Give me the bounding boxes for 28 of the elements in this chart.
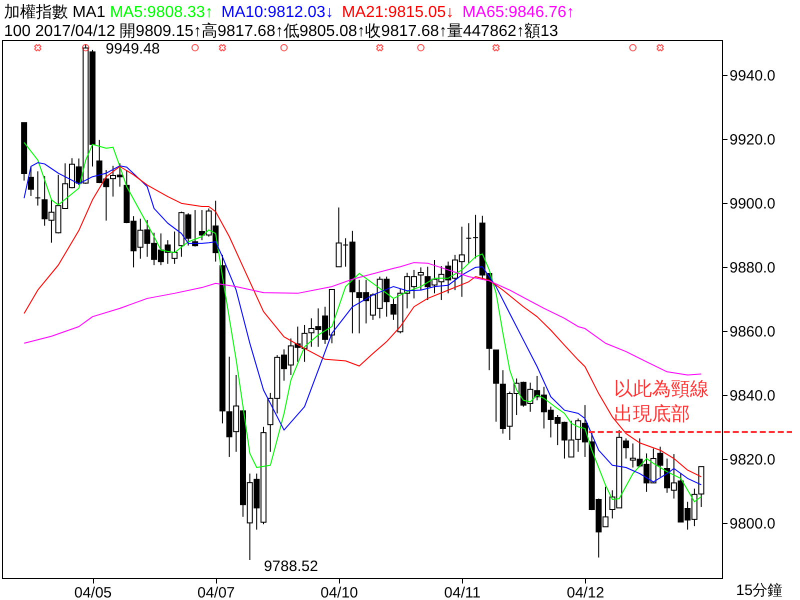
chart-title: 加權指數 MA1 [4, 3, 106, 21]
y-tick-label: 9940.0 [730, 67, 776, 84]
x-tick-label: 04/11 [444, 584, 481, 600]
y-tick-label: 9880.0 [730, 260, 776, 277]
x-tick-label: 04/12 [566, 584, 604, 600]
ref-line-label: 以此為頸線出現底部 [614, 378, 709, 425]
line-series [24, 262, 702, 376]
y-tick-label: 9840.0 [730, 388, 776, 405]
x-tick-label: 04/07 [197, 584, 235, 600]
x-axis-title: 15分鐘 [736, 582, 783, 599]
candlestick [34, 170, 41, 206]
x-tick-label: 04/10 [320, 584, 358, 600]
annotation: 9949.48 [106, 40, 160, 58]
candlestick [466, 222, 472, 264]
y-tick-label: 9900.0 [730, 196, 776, 212]
candlestick [28, 166, 34, 196]
text: MA10:9812.03↓ [221, 4, 334, 21]
chart-subtitle: 100 2017/04/12 開9809.15↑高9817.68↑低9805.08↑收9817.68↑量447862↑額13 [4, 22, 558, 40]
y-tick-label: 9800.0 [730, 516, 776, 533]
text: MA5:9808.33↑ [110, 4, 214, 21]
text: MA21:9815.05↓ [342, 4, 454, 21]
x-tick-label: 04/05 [74, 584, 112, 600]
y-tick-label: 9920.0 [730, 131, 776, 148]
y-tick-label: 9820.0 [730, 452, 776, 469]
y-tick-label: 9860.0 [730, 324, 776, 341]
annotation: 9788.52 [264, 558, 318, 576]
candlestick [418, 266, 424, 291]
text: MA65:9846.76↑ [462, 4, 574, 21]
